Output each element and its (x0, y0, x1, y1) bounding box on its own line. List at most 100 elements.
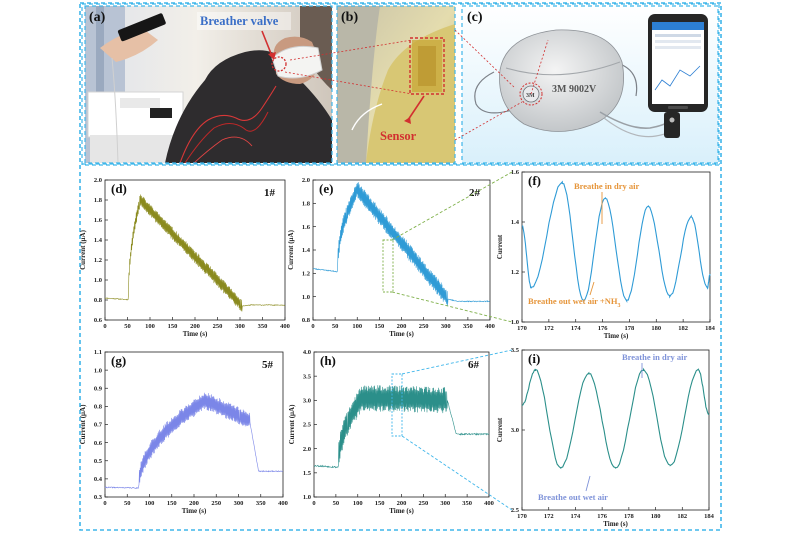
x-axis-label: Time (s) (183, 330, 208, 338)
x-tick-label: 300 (440, 500, 450, 507)
data-series-line (104, 392, 284, 490)
panel-label: (i) (528, 351, 540, 366)
x-tick-label: 50 (332, 323, 339, 330)
x-tick-label: 200 (397, 500, 407, 507)
y-tick-label: 1.0 (302, 294, 310, 301)
photo-a-border (84, 5, 333, 164)
zoom-line-hi-bottom (401, 435, 513, 511)
zoom-line-ef-bottom (391, 291, 513, 323)
data-series-line (521, 367, 710, 470)
x-tick-label: 300 (234, 500, 244, 507)
y-tick-label: 1.0 (511, 319, 519, 326)
x-tick-label: 178 (624, 513, 635, 520)
x-tick-label: 184 (705, 325, 716, 332)
x-tick-label: 300 (235, 323, 245, 330)
panel-label-c: (c) (467, 10, 483, 25)
y-tick-label: 2.0 (303, 446, 311, 453)
y-tick-label: 1.8 (302, 201, 311, 208)
x-tick-label: 250 (419, 500, 429, 507)
x-tick-label: 0 (103, 500, 106, 507)
zoom-line-ef-top (391, 171, 513, 241)
y-tick-label: 1.4 (511, 219, 520, 226)
data-series-line (521, 180, 711, 304)
x-tick-label: 172 (544, 513, 554, 520)
y-tick-label: 1.0 (303, 494, 311, 501)
mask-model-label: 3M 9002V (552, 84, 597, 95)
y-tick-label: 0.4 (94, 476, 103, 483)
plot-frame (313, 351, 490, 498)
x-tick-label: 150 (375, 323, 385, 330)
photo-a: Breather valve (85, 6, 332, 163)
zoom-line-hi-top (401, 349, 513, 375)
y-axis-label: Current (μA) (287, 229, 295, 269)
plot-frame (521, 171, 711, 323)
x-tick-label: 100 (352, 323, 362, 330)
y-tick-label: 0.7 (94, 422, 103, 429)
x-tick-label: 50 (333, 500, 340, 507)
annotation-arrow (585, 475, 591, 492)
x-tick-label: 400 (278, 500, 288, 507)
panel-label: (e) (319, 181, 333, 196)
y-tick-label: 1.4 (94, 237, 103, 244)
y-tick-label: 0.8 (302, 317, 311, 324)
y-tick-label: 0.8 (94, 404, 103, 411)
x-tick-label: 172 (544, 325, 554, 332)
photo-c: 3M 3M 9002V (462, 6, 718, 163)
y-tick-label: 0.6 (94, 317, 103, 324)
y-tick-label: 2.0 (94, 177, 102, 184)
x-tick-label: 170 (517, 513, 527, 520)
y-tick-label: 1.4 (302, 247, 311, 254)
x-tick-label: 250 (211, 500, 221, 507)
y-tick-label: 0.6 (94, 440, 103, 447)
panel-label-a: (a) (89, 10, 106, 25)
y-tick-label: 2.5 (511, 507, 520, 514)
y-tick-label: 1.0 (94, 367, 102, 374)
zoom-box-h (391, 373, 403, 437)
data-series-line (313, 182, 490, 306)
y-tick-label: 1.1 (94, 349, 102, 356)
zoom-line-bc-top (454, 29, 516, 89)
x-tick-label: 350 (462, 500, 472, 507)
x-tick-label: 150 (168, 323, 178, 330)
y-tick-label: 3.5 (511, 347, 520, 354)
photo-b-border (336, 5, 456, 164)
y-tick-label: 0.3 (94, 494, 103, 501)
x-tick-label: 182 (678, 325, 688, 332)
x-tick-label: 170 (517, 325, 527, 332)
y-tick-label: 1.2 (94, 257, 102, 264)
x-tick-label: 178 (625, 325, 636, 332)
x-tick-label: 176 (598, 325, 609, 332)
photo-b: Sensor (337, 6, 455, 163)
x-tick-label: 100 (145, 500, 155, 507)
x-tick-label: 100 (145, 323, 155, 330)
y-tick-label: 1.6 (511, 169, 520, 176)
x-tick-label: 150 (375, 500, 385, 507)
x-axis-label: Time (s) (604, 332, 629, 340)
x-tick-label: 0 (312, 500, 315, 507)
x-axis-label: Time (s) (182, 507, 207, 515)
y-tick-label: 3.0 (511, 427, 519, 434)
x-tick-label: 200 (397, 323, 407, 330)
x-tick-label: 0 (311, 323, 314, 330)
chart-panel-g: 0 50 100 150 200 250 300 350 400 0.3 0.4 0.5 0.6 0.7 0… (79, 349, 288, 515)
zoom-line-bc-bottom (454, 101, 523, 141)
chart-panel-f: 170 172 174 176 178 180 182 184 1.0 1.2 1.4 1.6 Time… (496, 169, 716, 340)
y-tick-label: 0.8 (94, 297, 103, 304)
y-tick-label: 0.9 (94, 385, 103, 392)
y-tick-label: 4.0 (303, 349, 311, 356)
x-tick-label: 400 (485, 323, 495, 330)
chart-panel-d: 0 50 100 150 200 250 300 350 400 0.6 0.8 1.0 1.2 1.4 1… (79, 177, 290, 338)
y-tick-label: 1.6 (302, 224, 311, 231)
y-axis-label: Current (μA) (79, 229, 87, 269)
x-tick-label: 350 (463, 323, 473, 330)
x-tick-label: 400 (280, 323, 290, 330)
x-tick-label: 250 (213, 323, 223, 330)
annotation-top: Breathe in dry air (622, 352, 687, 362)
sample-label: 5# (262, 359, 274, 371)
annotation-bottom: Breathe out wet air (538, 492, 608, 502)
y-tick-label: 1.5 (303, 470, 312, 477)
zoom-line-ab-bottom (284, 71, 413, 95)
panel-label: (d) (111, 181, 127, 196)
chart-panel-i: 170 172 174 176 178 180 182 184 2.5 3.0 3.5 Time (s… (496, 347, 715, 528)
